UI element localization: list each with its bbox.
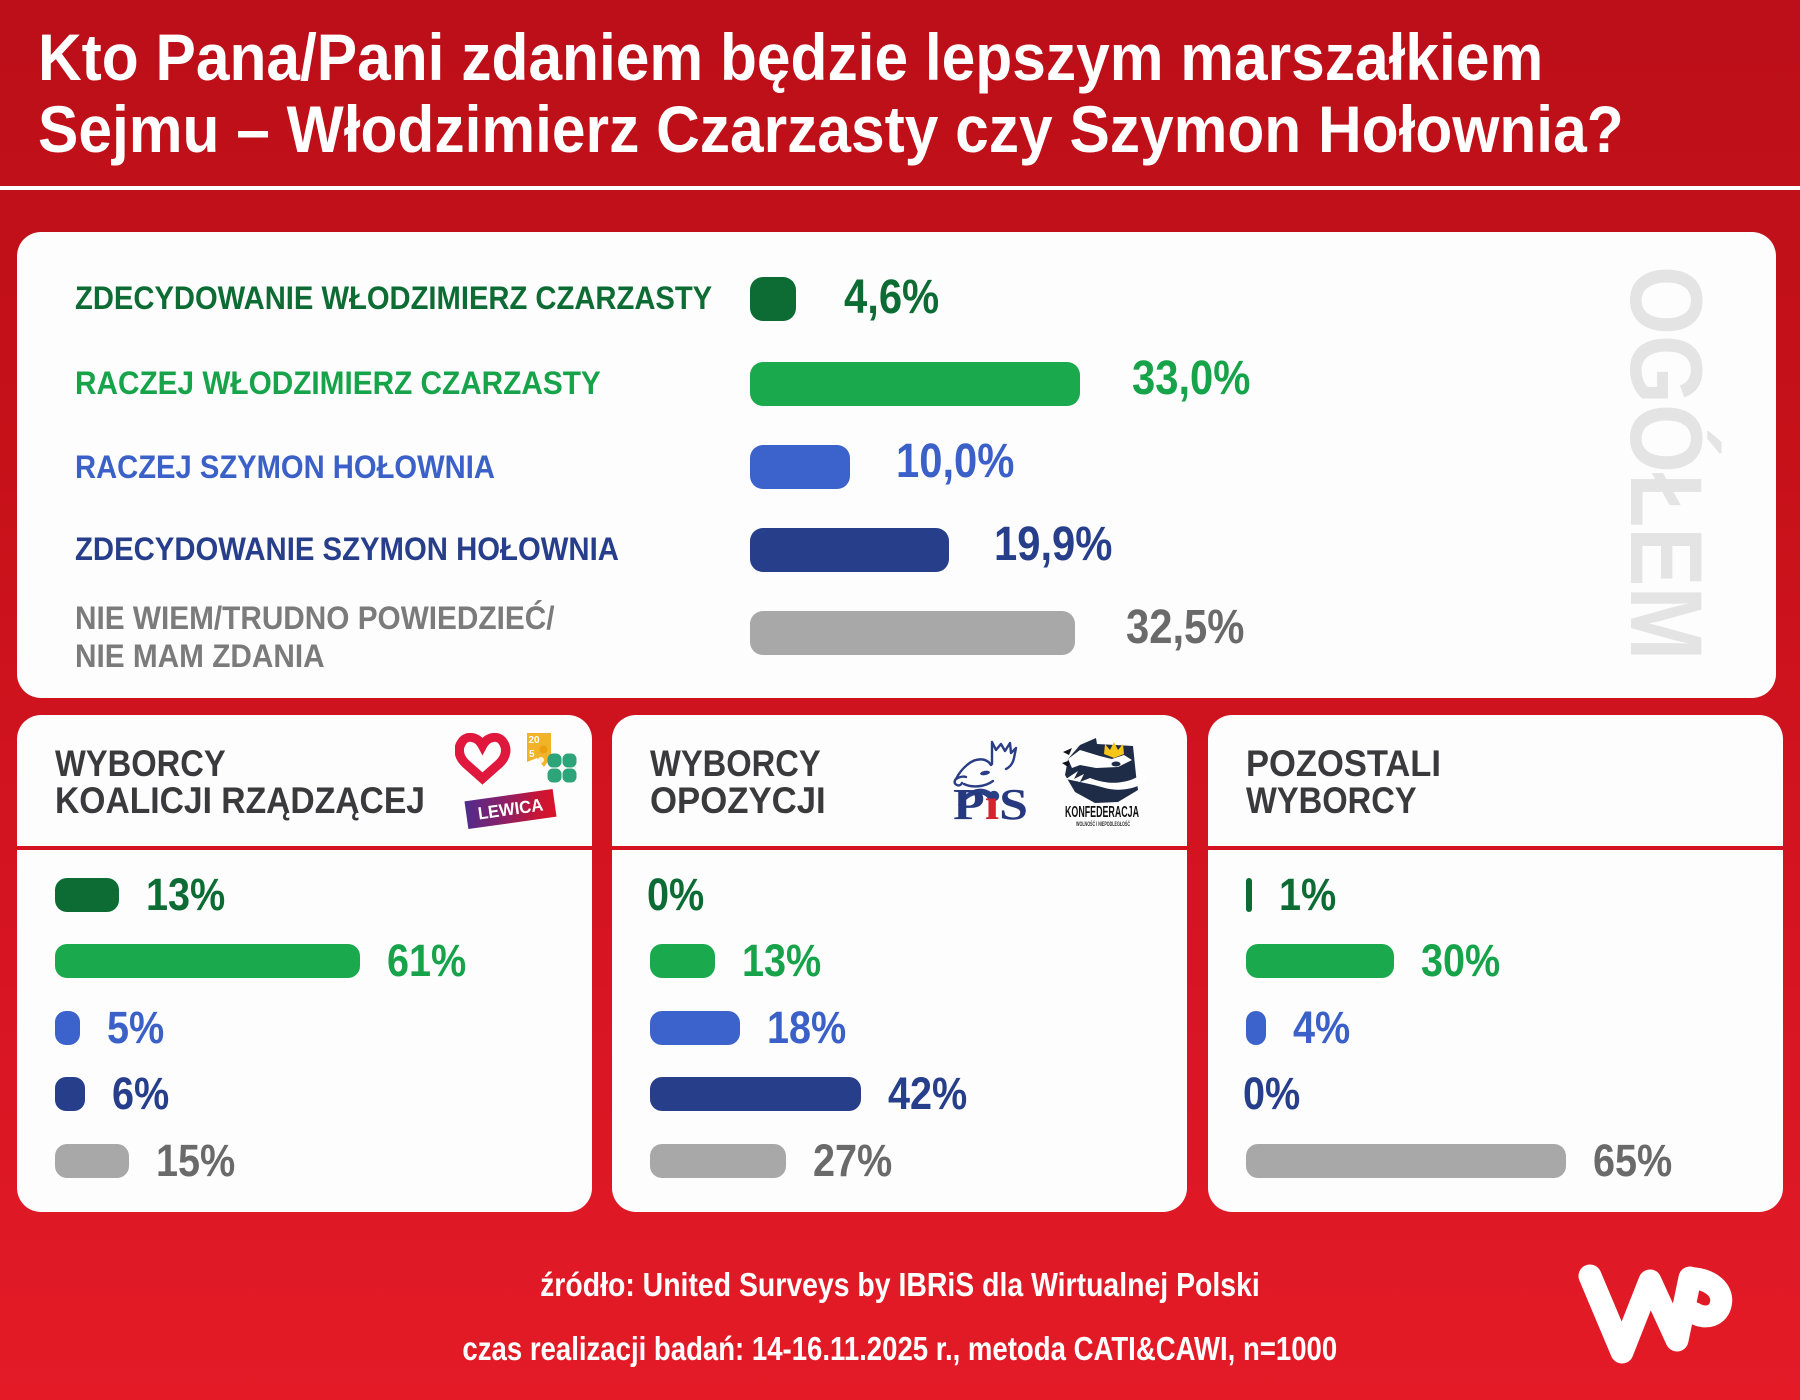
svg-text:5: 5: [529, 749, 535, 760]
svg-text:KONFEDERACJA: KONFEDERACJA: [1065, 804, 1139, 821]
svg-text:WOLNOŚĆ I NIEPODLEGŁOŚĆ: WOLNOŚĆ I NIEPODLEGŁOŚĆ: [1076, 820, 1130, 828]
svg-text:20: 20: [529, 735, 541, 746]
